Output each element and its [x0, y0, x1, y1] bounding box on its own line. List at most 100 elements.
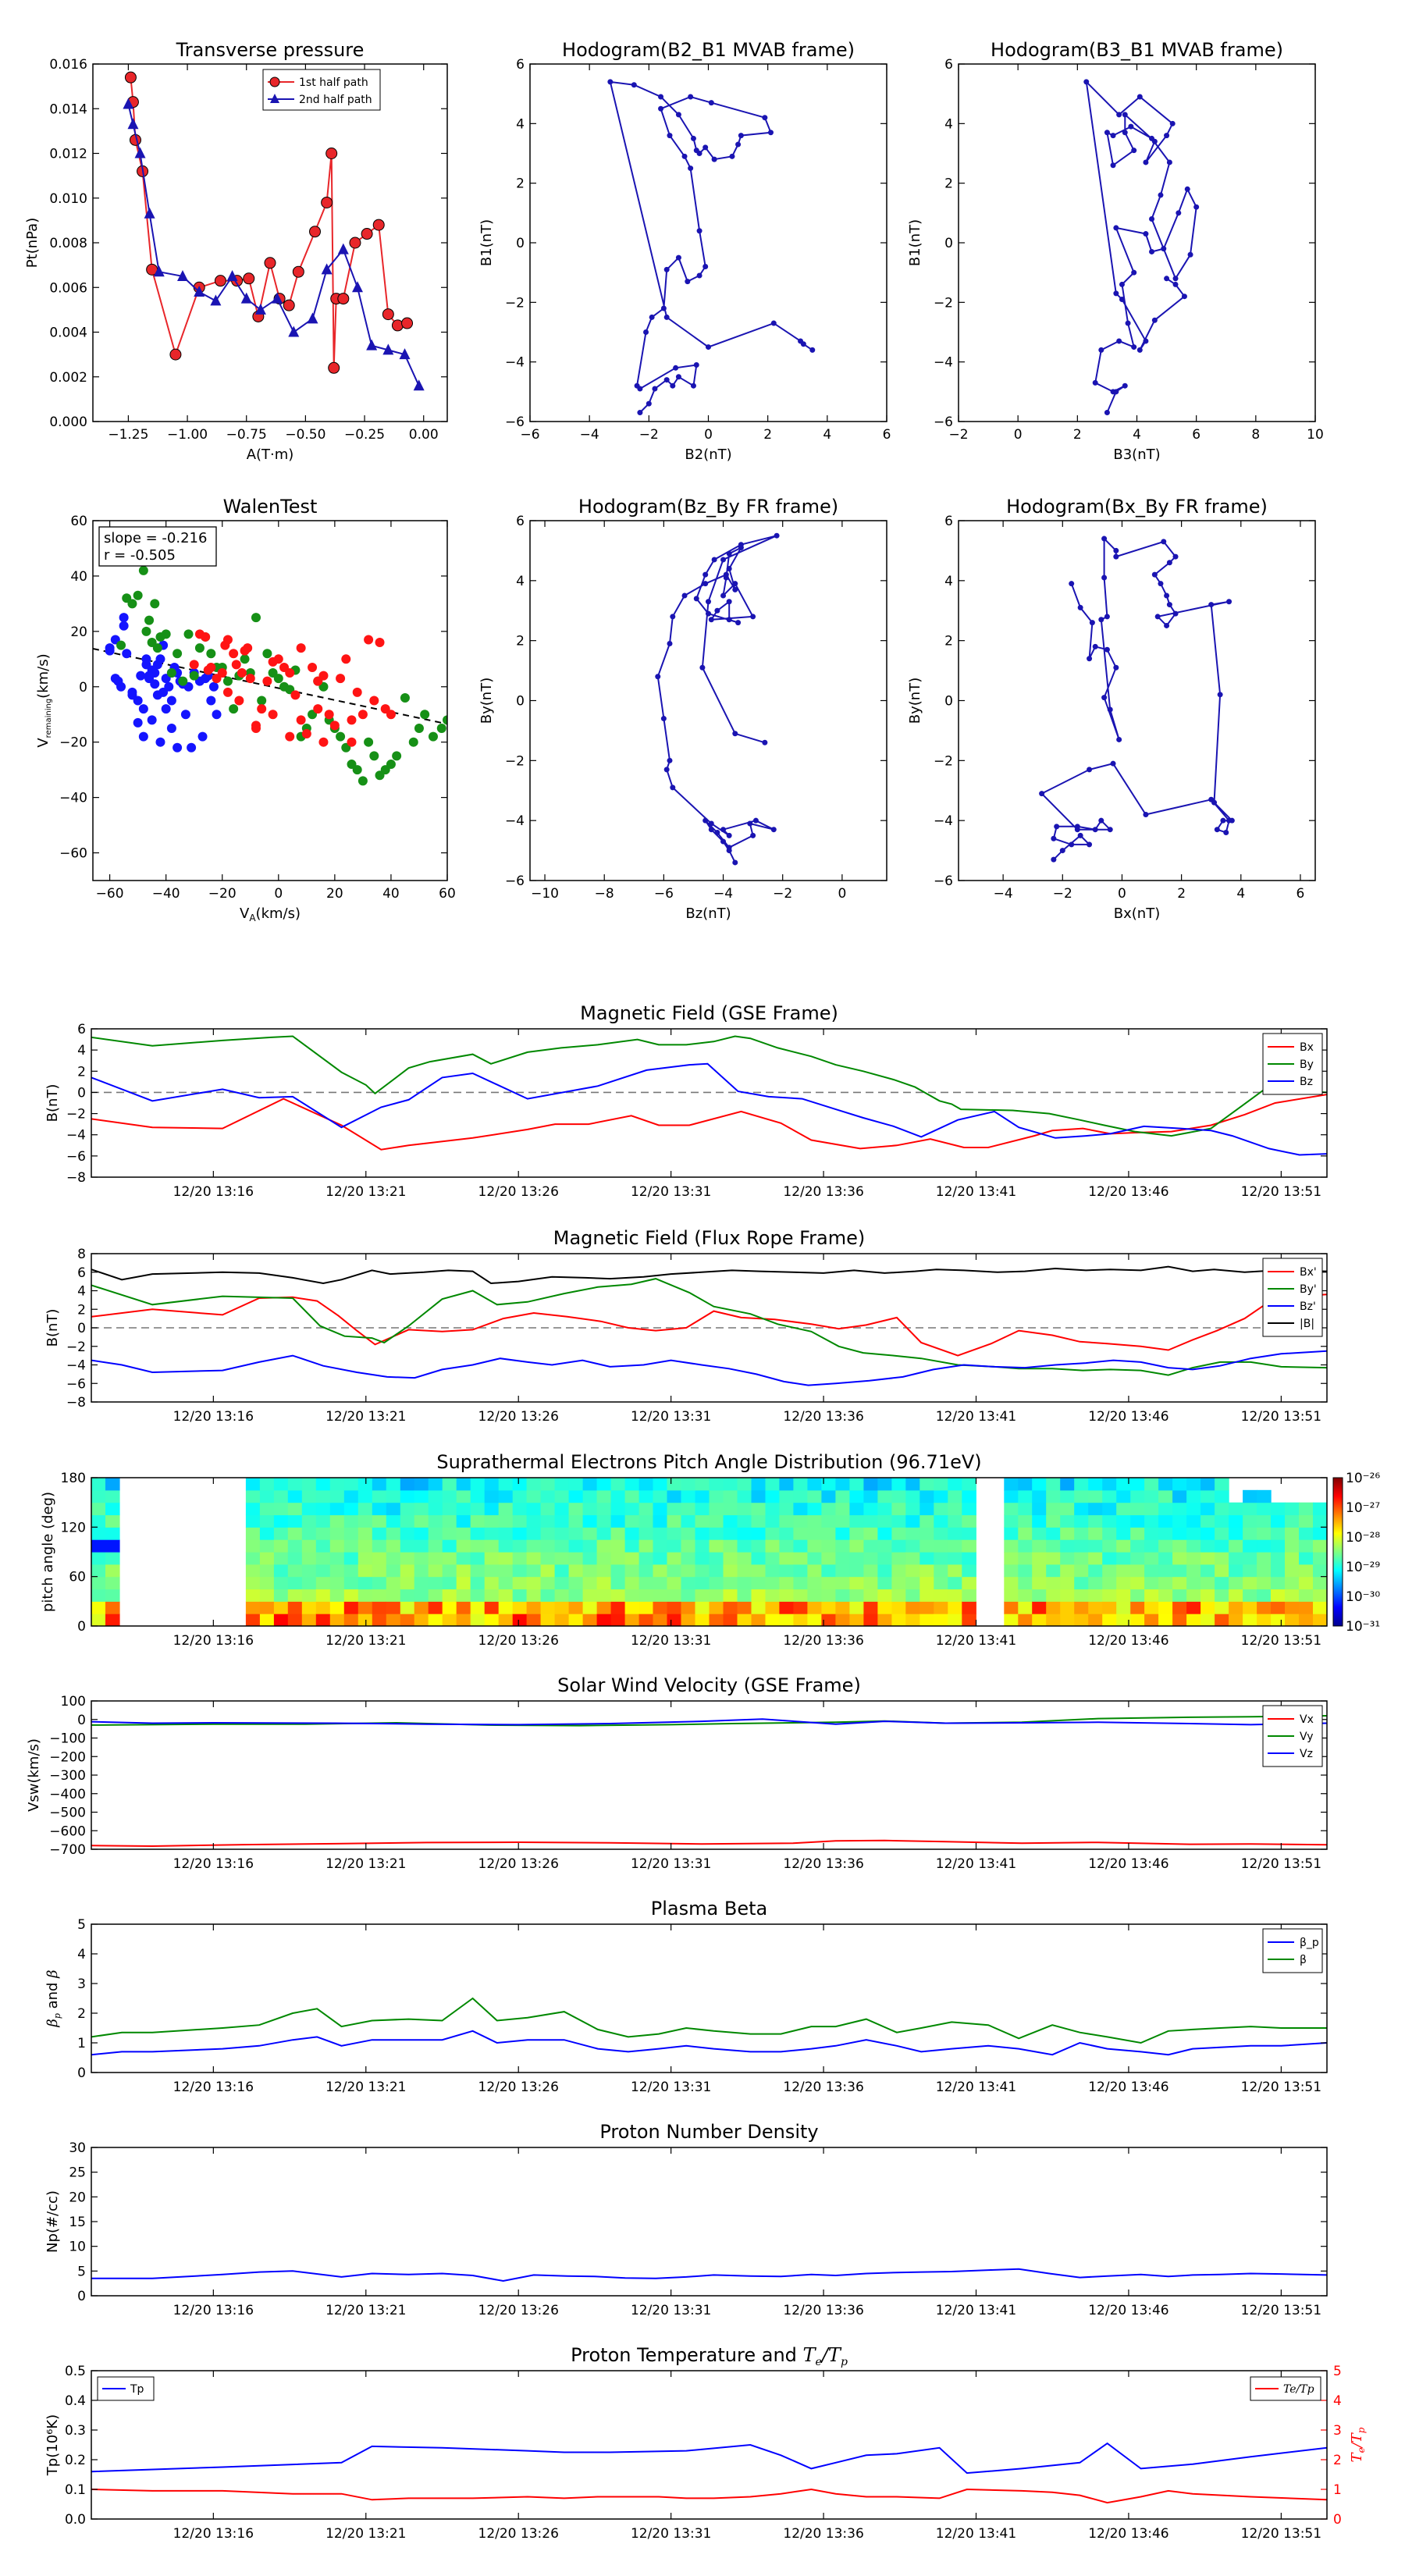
x-tick-label: 12/20 13:36 [783, 1184, 863, 1200]
axes-frame [958, 63, 1316, 422]
y-tick-label: 180 [61, 1471, 86, 1486]
heatmap-cell [709, 1552, 724, 1565]
heatmap-cell [919, 1502, 934, 1516]
heatmap-cell [526, 1552, 542, 1565]
heatmap-cell [1060, 1539, 1075, 1553]
y-tick-label: 2 [944, 176, 953, 192]
heatmap-cell [1299, 1502, 1314, 1516]
heatmap-cell [723, 1478, 738, 1491]
heatmap-cell [1046, 1564, 1061, 1578]
heatmap-cell [428, 1539, 443, 1553]
colorbar-label: 10⁻²⁸ [1346, 1530, 1380, 1546]
heatmap-cell [287, 1614, 303, 1626]
x-axis-label: VA(km/s) [240, 906, 301, 923]
heatmap-cell [301, 1576, 317, 1590]
heatmap-cell [1186, 1564, 1201, 1578]
heatmap-cell [414, 1564, 429, 1578]
heatmap-cell [624, 1539, 640, 1553]
panel-mag-fr: Magnetic Field (Flux Rope Frame)12/20 13… [44, 1227, 1328, 1425]
heatmap-cell [638, 1589, 654, 1602]
x-tick-label: 0.00 [409, 427, 439, 443]
heatmap-cell [934, 1552, 948, 1565]
heatmap-cell [1200, 1589, 1215, 1602]
data-point [324, 710, 334, 720]
y-tick-label: 0.014 [49, 101, 87, 117]
y-tick-label: −6 [505, 415, 525, 430]
data-point [732, 859, 738, 866]
heatmap-cell [287, 1478, 303, 1491]
heatmap-cell [1243, 1576, 1257, 1590]
heatmap-cell [540, 1539, 556, 1553]
data-point [675, 112, 681, 118]
data-point [1092, 827, 1098, 833]
heatmap-cell [934, 1478, 948, 1491]
heatmap-cell [372, 1564, 387, 1578]
heatmap-cell [863, 1502, 878, 1516]
heatmap-cell [723, 1527, 738, 1540]
chart-title: WalenTest [223, 496, 318, 518]
heatmap-cell [1299, 1589, 1314, 1602]
data-point [210, 294, 222, 306]
heatmap-cell [1102, 1589, 1117, 1602]
heatmap-cell [610, 1614, 626, 1626]
heatmap-cell [1102, 1478, 1117, 1491]
heatmap-cell [919, 1539, 934, 1553]
heatmap-cell [105, 1589, 120, 1602]
data-point [1104, 646, 1110, 653]
heatmap-cell [414, 1514, 429, 1528]
heatmap-cell [934, 1576, 948, 1590]
heatmap-cell [1060, 1614, 1075, 1626]
heatmap-cell [667, 1502, 682, 1516]
y-tick-label: −4 [505, 813, 525, 829]
heatmap-cell [751, 1539, 767, 1553]
x-tick-label: 4 [1236, 886, 1245, 902]
y-axis-label: Vsw(km/s) [26, 1738, 42, 1812]
panel-mag-gse: Magnetic Field (GSE Frame)12/20 13:16 12/… [44, 1002, 1328, 1200]
heatmap-cell [1299, 1527, 1314, 1540]
heatmap-cell [343, 1564, 359, 1578]
heatmap-cell [512, 1564, 528, 1578]
heatmap-cell [512, 1552, 528, 1565]
data-point [313, 704, 323, 714]
x-tick-label: 0 [704, 427, 713, 443]
heatmap-cell [1130, 1614, 1145, 1626]
heatmap-cell [681, 1589, 696, 1602]
x-tick-label: 12/20 13:26 [478, 2080, 559, 2095]
heatmap-cell [737, 1601, 752, 1614]
heatmap-cell [343, 1539, 359, 1553]
heatmap-cell [245, 1552, 261, 1565]
x-tick-label: 12/20 13:41 [936, 1633, 1016, 1649]
data-point [643, 329, 649, 335]
data-point [138, 565, 148, 575]
x-tick-label: −60 [96, 886, 124, 902]
heatmap-cell [905, 1539, 920, 1553]
x-tick-label: 12/20 13:21 [325, 2526, 406, 2542]
data-point [150, 599, 160, 609]
legend-right: Te/Tp [1250, 2376, 1321, 2401]
data-point [1143, 338, 1149, 344]
data-point [1116, 338, 1122, 344]
data-point [1104, 130, 1110, 136]
series-line [91, 1094, 1327, 1151]
heatmap-cell [1144, 1478, 1159, 1491]
heatmap-cell [835, 1601, 850, 1614]
data-point [229, 649, 239, 659]
heatmap-cell [245, 1502, 261, 1516]
heatmap-cell [821, 1489, 836, 1503]
heatmap-cell [709, 1527, 724, 1540]
y-axis-label: By(nT) [907, 678, 923, 724]
heatmap-cell [259, 1478, 275, 1491]
x-tick-label: 12/20 13:41 [936, 1856, 1016, 1872]
heatmap-cell [793, 1489, 808, 1503]
heatmap-cell [948, 1478, 962, 1491]
axes-frame [92, 520, 448, 881]
x-tick-label: −4 [713, 886, 733, 902]
heatmap-cell [343, 1614, 359, 1626]
heatmap-cell [737, 1589, 752, 1602]
plot-area [91, 1265, 1327, 1386]
heatmap-cell [1271, 1514, 1286, 1528]
legend-label: Tp [130, 2383, 144, 2396]
heatmap-cell [624, 1514, 640, 1528]
series-line [91, 1278, 1327, 1376]
